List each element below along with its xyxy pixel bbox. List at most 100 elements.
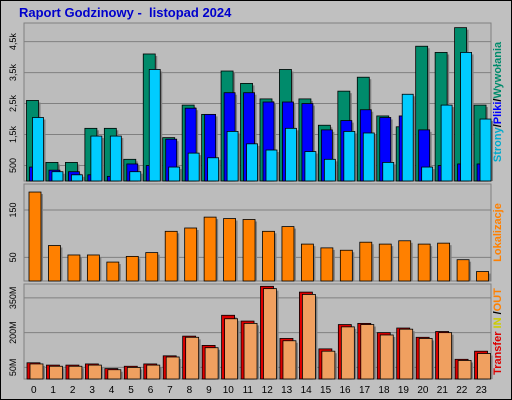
y-tick-label-traffic: 350M [8,287,18,310]
axis-label-requests: Strony/Pliki/Wywołania [492,41,504,162]
bar-visits-22 [456,259,470,282]
x-tick-label-18: 18 [378,385,390,396]
x-tick-label-3: 3 [89,385,95,396]
bar-visits-7 [164,230,178,282]
bar-traffic-out-7 [165,356,180,380]
bar-visits-5 [125,255,139,282]
bar-pages-5 [129,171,142,182]
x-tick-label-9: 9 [206,385,212,396]
panel-frame-visits [23,183,492,282]
bar-visits-17 [359,241,373,282]
bar-visits-2 [67,254,81,282]
x-tick-label-10: 10 [223,385,235,396]
x-tick-label-6: 6 [148,385,154,396]
bar-visits-1 [48,245,61,282]
bar-traffic-out-18 [379,334,394,380]
x-tick-label-5: 5 [128,385,134,396]
y-tick-label-requests: 500 [8,158,18,173]
axis-label-part: IN [492,317,504,331]
bar-pages-11 [246,143,258,182]
bar-traffic-out-1 [49,365,63,380]
y-tick-label-visits: 50 [8,252,18,262]
bar-traffic-out-0 [29,363,44,380]
bar-pages-4 [109,135,122,182]
bar-traffic-out-5 [126,367,141,380]
bar-visits-11 [242,219,256,282]
x-tick-label-4: 4 [109,385,115,396]
x-tick-label-21: 21 [437,385,449,396]
bar-traffic-out-4 [107,369,122,380]
axis-label-traffic: Transfer IN /OUT [492,288,504,375]
bar-traffic-out-3 [87,364,102,380]
x-tick-label-14: 14 [301,385,313,396]
x-tick-label-2: 2 [70,385,76,396]
x-tick-label-12: 12 [262,385,274,396]
bar-pages-10 [226,131,239,182]
bar-pages-7 [168,166,181,182]
bar-visits-3 [86,254,100,282]
bar-pages-1 [51,171,64,182]
x-tick-label-8: 8 [187,385,193,396]
bar-visits-13 [281,226,295,282]
y-tick-label-requests: 4,5k [8,33,18,51]
bar-pages-0 [32,117,44,182]
axis-label-part: Lokalizacje [492,203,504,262]
axis-label-part: Strony [492,126,504,162]
bar-pages-14 [304,151,317,182]
bar-pages-22 [460,52,472,182]
bar-traffic-out-16 [340,326,355,380]
bar-traffic-out-2 [68,365,83,380]
x-tick-label-11: 11 [243,385,254,396]
bar-pages-12 [265,149,278,182]
bar-traffic-out-14 [302,294,316,380]
y-tick-label-traffic: 200M [8,321,18,344]
bar-visits-12 [262,230,275,282]
x-tick-label-23: 23 [476,385,488,396]
bar-visits-10 [223,218,236,282]
x-tick-label-1: 1 [50,385,56,396]
y-tick-label-visits: 150 [8,203,18,218]
bar-traffic-out-22 [457,360,472,380]
bar-visits-0 [28,191,42,282]
chart-title: Raport Godzinowy - listopad 2024 [19,5,232,20]
bar-visits-6 [145,252,159,282]
bar-traffic-out-17 [360,324,375,380]
x-tick-label-20: 20 [417,385,429,396]
bar-traffic-out-6 [146,364,161,380]
bar-pages-21 [440,104,453,182]
bar-traffic-out-8 [185,336,200,380]
x-tick-label-16: 16 [340,385,352,396]
x-tick-label-15: 15 [320,385,332,396]
bar-pages-9 [207,157,220,182]
x-tick-label-0: 0 [31,385,37,396]
axis-label-part: OUT [492,288,504,312]
bar-visits-4 [106,261,120,282]
axis-label-part: Pliki [492,102,504,125]
bar-traffic-out-15 [321,350,336,380]
bar-pages-20 [421,166,434,182]
bar-visits-9 [203,216,217,282]
bar-visits-21 [437,242,451,282]
bar-visits-18 [378,243,392,282]
bar-pages-16 [343,131,356,182]
y-tick-label-requests: 1,5k [8,126,18,144]
bar-traffic-out-19 [399,328,414,380]
y-tick-label-traffic: 50M [8,359,18,377]
bar-pages-18 [382,162,395,182]
bar-traffic-out-11 [243,322,258,380]
bar-visits-19 [398,240,412,282]
x-tick-label-7: 7 [167,385,173,396]
bar-pages-13 [285,127,297,182]
axis-label-part: Wywołania [492,41,504,99]
bar-pages-23 [479,118,492,182]
bar-pages-15 [323,158,336,182]
bar-traffic-out-13 [282,340,297,380]
bar-pages-19 [401,93,414,182]
axis-label-visits: Lokalizacje [492,203,504,262]
bar-traffic-out-10 [224,318,238,380]
y-tick-label-requests: 3,5k [8,64,18,82]
bar-visits-20 [417,243,431,282]
bar-pages-3 [90,135,103,182]
